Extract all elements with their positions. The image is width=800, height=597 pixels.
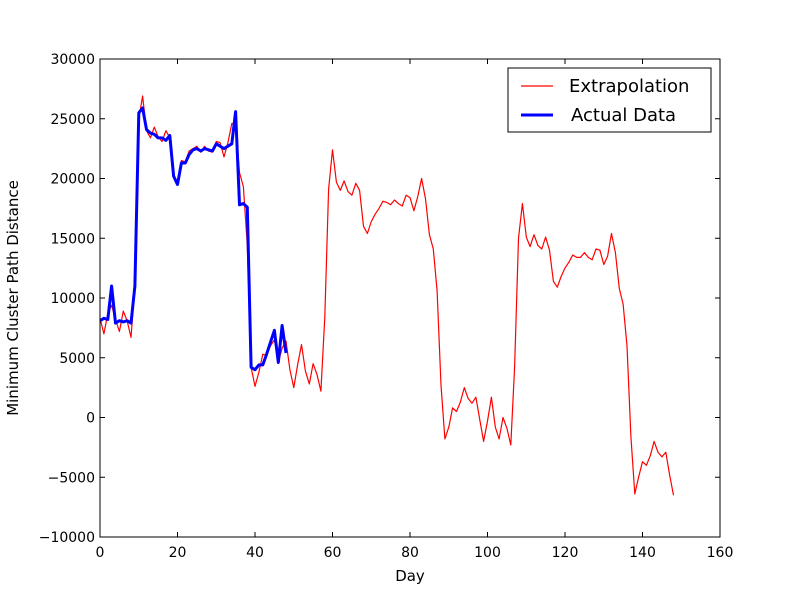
y-tick-label: 20000: [50, 172, 95, 188]
x-tick-label: 40: [246, 545, 264, 561]
x-tick-label: 80: [401, 545, 419, 561]
series-line-actual-data: [100, 106, 288, 372]
x-tick-label: 20: [169, 545, 187, 561]
legend-label-extrapolation: Extrapolation: [569, 76, 689, 97]
legend-box: [507, 67, 712, 133]
y-tick-label: 15000: [50, 231, 95, 247]
y-tick-label: 0: [86, 411, 95, 427]
x-axis-label: Day: [395, 567, 425, 585]
y-tick-label: 30000: [50, 52, 95, 68]
x-tick-label: 100: [474, 545, 501, 561]
x-tick-label: 0: [96, 545, 105, 561]
tick-layer: 0 20 40 60 80 100 120 140 160 −10000 −5000 0 5000 100…: [39, 52, 734, 561]
y-tick-label: 5000: [59, 351, 95, 367]
y-axis-label: Minimum Cluster Path Distance: [4, 180, 22, 416]
x-tick-label: 120: [552, 545, 579, 561]
legend: Extrapolation Actual Data: [507, 67, 712, 133]
x-tick-label: 140: [629, 545, 656, 561]
y-tick-label: −5000: [48, 470, 95, 486]
series-layer: [100, 95, 675, 496]
legend-label-actual-data: Actual Data: [571, 105, 676, 126]
x-tick-label: 60: [324, 545, 342, 561]
y-tick-label: 25000: [50, 112, 95, 128]
y-tick-label: −10000: [39, 530, 95, 546]
x-tick-label: 160: [707, 545, 734, 561]
series-line-extrapolation: [100, 95, 675, 496]
y-tick-label: 10000: [50, 291, 95, 307]
plot-background: [100, 59, 720, 537]
